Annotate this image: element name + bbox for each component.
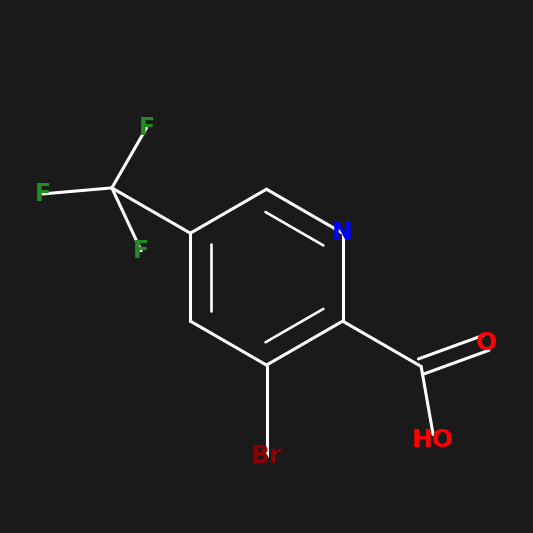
Text: F: F (35, 182, 51, 206)
Text: Br: Br (251, 443, 282, 468)
Text: F: F (139, 116, 155, 140)
Text: N: N (332, 221, 353, 245)
Text: HO: HO (412, 428, 454, 452)
Text: O: O (475, 331, 497, 355)
Text: F: F (133, 239, 149, 263)
